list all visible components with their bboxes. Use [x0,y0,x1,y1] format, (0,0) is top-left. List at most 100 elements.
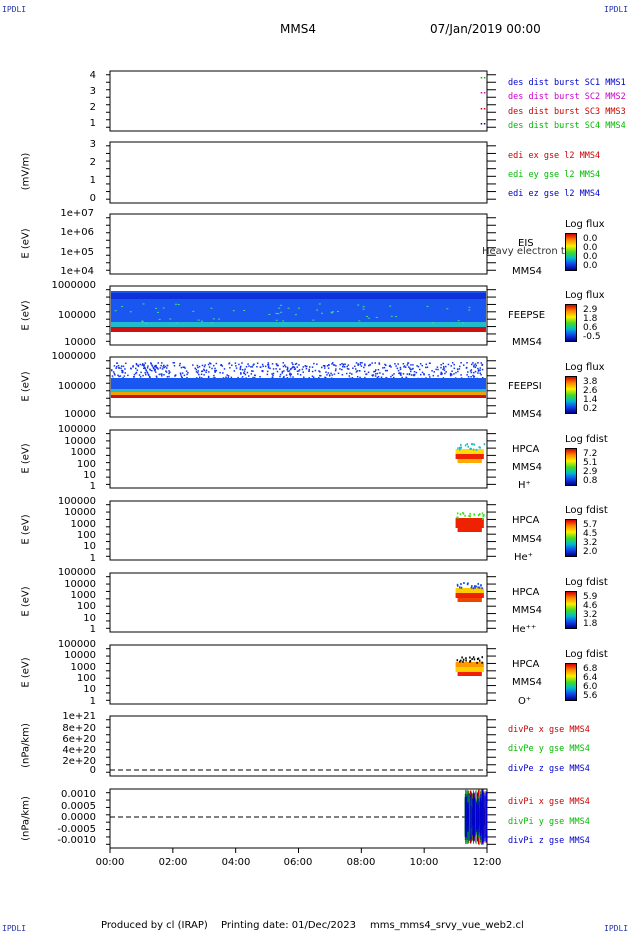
hpca-spectrum [460,586,463,589]
feepse-spectrum [287,307,290,309]
feepsi-spectrum [385,376,387,379]
feepsi-spectrum [412,364,414,366]
feepsi-spectrum [374,375,377,377]
feepsi-spectrum [351,373,353,375]
feepsi-spectrum [122,376,124,379]
feepsi-spectrum [152,367,155,370]
feepsi-spectrum [419,363,422,365]
panel3-instrument: EIS [518,238,534,249]
feepsi-spectrum [384,369,387,372]
feepsi-spectrum [288,373,291,376]
feepsi-spectrum [297,370,300,372]
feepsi-spectrum [451,374,453,376]
feepsi-spectrum [241,376,244,378]
feepsi-spectrum [222,372,224,374]
panel1-legend-item: des dist burst SC2 MMS2 [508,92,626,102]
panel6-tick: 1000 [70,447,96,458]
feepsi-spectrum [235,367,238,369]
panel5-colorbar [565,376,577,414]
hpca-spectrum [472,587,475,590]
panel9-colorbar [565,663,577,701]
panel10-tick: 4e+20 [62,745,96,756]
feepse-spectrum [426,305,429,307]
feepsi-spectrum [168,372,170,375]
feepsi-spectrum [364,363,366,366]
feepsi-spectrum [146,367,149,369]
feepsi-spectrum [141,364,144,366]
panel8-tick: 100 [76,601,96,612]
feepsi-spectrum [276,363,278,365]
feepsi-spectrum [320,366,323,369]
feepsi-spectrum [296,366,299,368]
feepsi-spectrum [318,370,320,372]
feepsi-spectrum [256,362,259,365]
panel3-colorbar-value: 0.0 [583,234,598,244]
feepsi-spectrum [458,368,461,370]
feepsi-spectrum [123,375,126,377]
feepsi-spectrum [341,365,344,368]
hpca-spectrum [472,656,475,659]
feepsi-spectrum [433,371,436,373]
feepsi-spectrum [383,366,386,369]
feepsi-spectrum [155,365,157,367]
feepsi-spectrum [272,374,274,377]
panel9-colorbar-value: 5.6 [583,691,598,701]
feepse-spectrum [212,318,215,320]
feepsi-spectrum [133,373,136,376]
feepsi-spectrum [114,374,116,376]
feepsi-spectrum [341,363,343,365]
hpca-spectrum [481,587,483,590]
feepsi-spectrum [330,372,332,375]
feepsi-spectrum [290,373,292,375]
feepsi-spectrum [207,363,210,366]
feepsi-spectrum [291,366,294,369]
feepsi-spectrum [473,371,475,374]
feepsi-spectrum [116,362,118,364]
feepsi-spectrum [281,370,284,373]
feepsi-spectrum [311,375,314,377]
feepsi-spectrum [289,372,291,374]
feepsi-spectrum [308,366,311,368]
panel10-legend-item: divPe z gse MMS4 [508,764,590,774]
feepsi-spectrum [267,363,269,366]
feepsi-spectrum [327,364,330,366]
panel9-tick: 10000 [64,650,96,661]
hpca-spectrum [470,447,472,450]
panel9-tick: 1000 [70,662,96,673]
feepsi-spectrum [166,364,169,367]
feepsi-spectrum [354,365,356,368]
feepse-spectrum [243,310,246,312]
hpca-spectrum [482,517,484,520]
panel3-colorbar [565,233,577,271]
feepsi-spectrum [198,365,201,368]
feepsi-spectrum [183,366,185,368]
feepsi-spectrum [399,372,401,374]
feepsi-spectrum [243,370,246,372]
feepse-spectrum [278,307,281,309]
feepsi-spectrum [356,370,358,372]
feepsi-spectrum [474,366,477,369]
feepsi-spectrum [124,368,126,370]
panel8-spacecraft: MMS4 [512,605,542,616]
feepsi-spectrum [449,374,452,377]
feepsi-spectrum [111,378,486,390]
feepsi-spectrum [211,367,213,370]
hpca-spectrum [455,593,484,598]
hpca-spectrum [469,447,471,450]
feepsi-spectrum [122,365,125,368]
panel3-tick: 1e+06 [60,227,94,238]
hpca-spectrum [457,459,482,463]
feepsi-spectrum [450,365,452,367]
feepsi-spectrum [141,363,144,365]
panel3-tick: 1e+05 [60,247,94,258]
feepsi-spectrum [355,371,358,373]
feepsi-spectrum [469,370,472,372]
panel8-colorbar-value: 3.2 [583,610,598,620]
feepse-spectrum [114,310,117,312]
feepse-spectrum [432,322,435,324]
feepsi-spectrum [111,389,486,393]
hpca-spectrum [468,515,470,518]
feepsi-spectrum [432,374,435,377]
hpca-spectrum [455,662,484,667]
feepsi-spectrum [360,365,363,367]
